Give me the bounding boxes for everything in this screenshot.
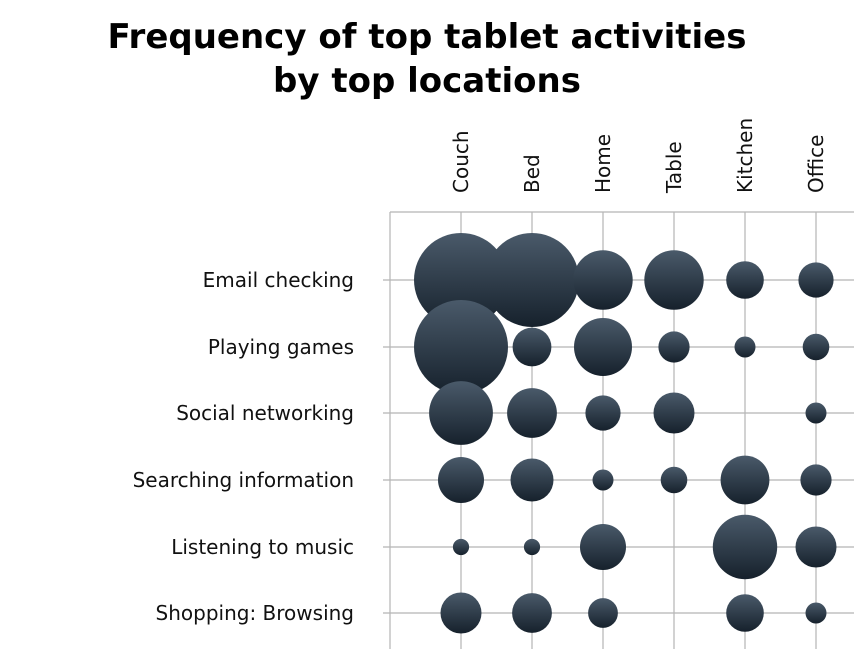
row-label-listening-to-music: Listening to music: [171, 535, 354, 559]
bubble-playing-games-couch: [414, 300, 508, 394]
column-label-table: Table: [662, 141, 686, 194]
bubble-email-checking-home: [573, 250, 633, 310]
bubble-social-networking-home: [585, 395, 621, 431]
row-labels: Email checking Playing games Social networ…: [133, 268, 354, 625]
row-label-searching-information: Searching information: [133, 468, 354, 492]
bubble-shopping-browsing-office: [805, 602, 827, 624]
bubble-email-checking-bed: [485, 233, 579, 327]
bubble-email-checking-couch: [414, 233, 508, 327]
bubble-email-checking-kitchen: [726, 261, 764, 299]
bubble-social-networking-bed: [507, 388, 557, 438]
row-label-shopping-browsing: Shopping: Browsing: [156, 601, 354, 625]
chart-title-line-1: Frequency of top tablet activities: [108, 17, 747, 57]
bubble-email-checking-office: [798, 262, 834, 298]
bubble-searching-information-office: [800, 464, 832, 496]
bubble-listening-to-music-couch: [452, 538, 470, 556]
bubble-social-networking-table: [653, 392, 695, 434]
bubble-searching-information-couch: [438, 457, 484, 503]
bubble-email-checking-table: [644, 250, 704, 310]
bubble-playing-games-bed: [512, 327, 552, 367]
column-label-kitchen: Kitchen: [733, 118, 757, 193]
bubble-playing-games-kitchen: [734, 336, 756, 358]
bubble-shopping-browsing-couch: [440, 592, 482, 634]
bubble-shopping-browsing-kitchen: [726, 594, 764, 632]
bubble-playing-games-home: [574, 318, 632, 376]
bubble-shopping-browsing-home: [588, 598, 618, 628]
row-label-playing-games: Playing games: [208, 335, 354, 359]
bubble-listening-to-music-home: [580, 524, 626, 570]
bubble-social-networking-couch: [429, 381, 493, 445]
column-labels: Couch Bed Home Table Kitchen Office: [449, 118, 828, 194]
chart-title-line-2: by top locations: [273, 61, 581, 101]
bubble-searching-information-table: [660, 466, 688, 494]
bubble-searching-information-kitchen: [720, 455, 770, 505]
column-label-home: Home: [591, 134, 615, 193]
bubbles: [414, 233, 837, 634]
row-label-email-checking: Email checking: [203, 268, 354, 292]
column-label-couch: Couch: [449, 130, 473, 193]
bubble-playing-games-office: [802, 333, 830, 361]
bubble-listening-to-music-bed: [523, 538, 541, 556]
bubble-listening-to-music-kitchen: [712, 514, 778, 580]
bubble-playing-games-table: [658, 331, 690, 363]
bubble-shopping-browsing-bed: [512, 593, 552, 633]
bubble-social-networking-office: [805, 402, 827, 424]
bubble-listening-to-music-office: [795, 526, 837, 568]
column-label-bed: Bed: [520, 154, 544, 193]
bubble-searching-information-home: [592, 469, 614, 491]
bubble-searching-information-bed: [510, 458, 554, 502]
row-label-social-networking: Social networking: [176, 401, 354, 425]
column-label-office: Office: [804, 135, 828, 193]
